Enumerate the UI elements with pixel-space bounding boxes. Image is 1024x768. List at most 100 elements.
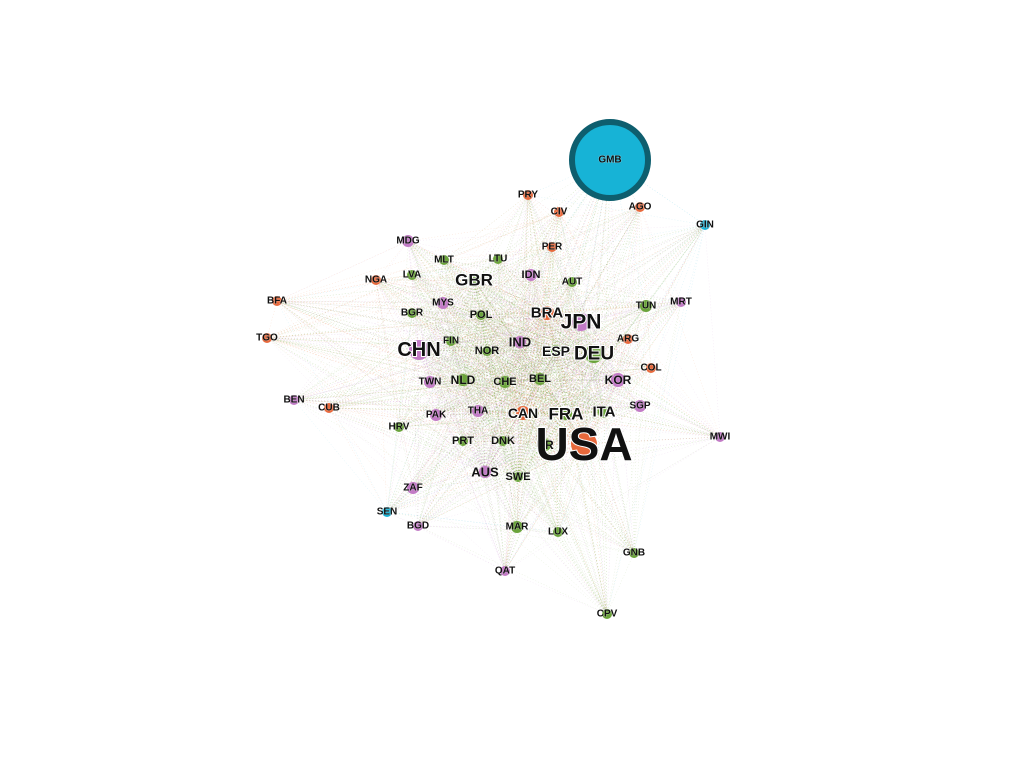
edge [418,340,452,351]
node-deu[interactable] [585,345,603,363]
edge [504,367,652,383]
node-tgo[interactable] [262,333,272,343]
node-gin[interactable] [700,220,710,230]
edge [386,381,506,513]
edge [606,301,682,615]
edge [522,412,567,415]
node-kor[interactable] [611,373,625,387]
edge [593,353,605,413]
node-bfa[interactable] [272,296,282,306]
node-cpv[interactable] [602,609,612,619]
edge [522,353,595,414]
node-ind[interactable] [514,336,526,348]
edge [502,440,546,446]
edge [450,340,559,533]
node-pak[interactable] [430,409,442,421]
node-nga[interactable] [371,275,381,285]
node-tun[interactable] [640,300,652,312]
edge [411,274,559,533]
node-idn[interactable] [525,269,537,281]
edge [546,246,553,314]
node-bgd[interactable] [413,521,423,531]
node-fra[interactable] [560,408,572,420]
edge [328,194,529,409]
edge [375,279,488,352]
node-lva[interactable] [407,270,417,280]
node-label-bra: BRA [531,305,564,322]
node-aut[interactable] [567,277,577,287]
node-aus[interactable] [479,466,491,478]
edge [580,321,721,438]
node-pry[interactable] [523,190,533,200]
edge [375,279,585,445]
node-arg[interactable] [623,334,633,344]
edge [429,381,504,442]
node-zaf[interactable] [407,482,419,494]
edge [546,312,641,407]
node-lux[interactable] [553,527,563,537]
node-twn[interactable] [424,376,436,388]
node-can[interactable] [516,406,530,420]
node-bgr[interactable] [407,308,417,318]
node-ago[interactable] [635,202,645,212]
edge [527,194,541,380]
node-bra[interactable] [540,306,554,320]
node-chn[interactable] [409,340,429,360]
node-gbr[interactable] [468,274,480,286]
node-hrv[interactable] [394,422,404,432]
edge [555,224,706,352]
node-esp[interactable] [550,345,562,357]
node-col[interactable] [646,363,656,373]
edge [293,259,445,401]
node-gnb[interactable] [629,548,639,558]
edge [412,411,605,489]
node-per[interactable] [547,242,557,252]
node-label-hrv: HRV [389,422,410,433]
node-qat[interactable] [500,566,510,576]
node-dnk[interactable] [498,436,508,446]
node-tur[interactable] [539,439,551,451]
node-gmb[interactable] [569,119,651,201]
edge [502,440,608,615]
node-cub[interactable] [324,403,334,413]
node-fin[interactable] [446,336,456,346]
edge [450,211,560,342]
edge [435,414,464,442]
edge [617,206,641,381]
edge [473,279,548,314]
edge [462,410,479,442]
edge [435,305,647,416]
node-mlt[interactable] [439,255,449,265]
node-nor[interactable] [482,346,492,356]
edge [546,312,605,413]
node-mar[interactable] [511,521,523,533]
node-label-sgp: SGP [629,401,650,412]
node-usa[interactable] [571,431,597,457]
node-label-nga: NGA [365,275,387,286]
node-pol[interactable] [476,310,486,320]
node-bel[interactable] [534,373,546,385]
node-ltu[interactable] [493,254,503,264]
node-che[interactable] [499,376,511,388]
edge [418,349,524,414]
node-mys[interactable] [437,297,449,309]
node-sgp[interactable] [634,400,646,412]
node-nld[interactable] [457,374,469,386]
edge [522,353,595,414]
node-prt[interactable] [458,436,468,446]
node-mrt[interactable] [676,297,686,307]
edge [443,259,557,352]
edge [266,246,553,339]
node-civ[interactable] [554,207,564,217]
edge [497,258,557,352]
node-mdg[interactable] [402,235,414,247]
node-label-ita: ITA [592,404,615,421]
edge [375,279,437,416]
node-sen[interactable] [382,507,392,517]
node-ita[interactable] [598,406,610,418]
node-ben[interactable] [289,395,299,405]
node-swe[interactable] [513,472,523,482]
node-tha[interactable] [472,405,484,417]
node-jpn[interactable] [572,313,590,331]
node-mwi[interactable] [715,432,725,442]
